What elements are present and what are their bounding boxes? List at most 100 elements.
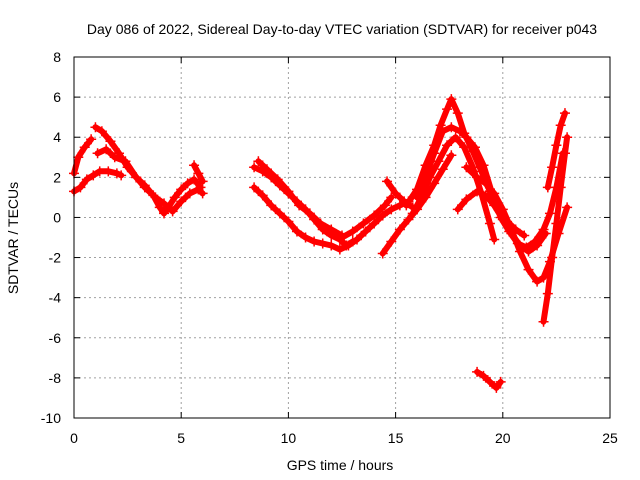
data-point-marker	[495, 376, 506, 387]
data-point-marker	[478, 370, 489, 381]
y-tick-label: 0	[53, 209, 61, 225]
data-point-marker	[446, 122, 457, 133]
data-point-marker	[491, 382, 502, 393]
data-point-marker	[547, 162, 558, 173]
data-point-marker	[352, 234, 363, 245]
data-point-marker	[559, 108, 570, 119]
series-line	[71, 136, 95, 177]
data-point-marker	[326, 224, 337, 235]
data-point-marker	[88, 170, 99, 181]
x-tick-label: 0	[70, 430, 78, 446]
data-point-marker	[506, 228, 517, 239]
data-point-marker	[386, 236, 397, 247]
data-point-marker	[446, 150, 457, 161]
y-tick-label: -6	[49, 330, 62, 346]
data-point-marker	[249, 182, 260, 193]
series-arc-19	[472, 366, 506, 393]
data-point-marker	[131, 172, 142, 183]
data-point-marker	[472, 172, 483, 183]
data-point-marker	[433, 156, 444, 167]
data-point-marker	[442, 140, 453, 151]
data-point-marker	[538, 316, 549, 327]
data-point-marker	[459, 142, 470, 153]
data-point-marker	[73, 152, 84, 163]
data-point-marker	[347, 226, 358, 237]
series-arc-4	[92, 144, 208, 217]
data-point-marker	[469, 142, 480, 153]
data-point-marker	[96, 126, 107, 137]
data-point-marker	[377, 248, 388, 259]
data-point-marker	[544, 208, 555, 219]
x-tick-label: 10	[281, 430, 297, 446]
y-tick-label: -4	[49, 290, 62, 306]
data-point-marker	[437, 126, 448, 137]
data-point-marker	[547, 252, 558, 263]
data-point-marker	[437, 164, 448, 175]
data-point-marker	[283, 186, 294, 197]
data-point-marker	[514, 240, 525, 251]
data-point-marker	[337, 232, 347, 243]
data-point-marker	[540, 228, 551, 239]
data-point-marker	[542, 182, 553, 193]
y-tick-label: 4	[53, 129, 61, 145]
data-point-marker	[326, 240, 337, 251]
data-point-marker	[317, 238, 328, 249]
data-point-marker	[120, 156, 131, 167]
data-point-marker	[532, 276, 543, 287]
data-point-marker	[429, 178, 440, 189]
data-point-marker	[150, 192, 161, 203]
data-point-marker	[266, 200, 277, 211]
data-point-marker	[79, 142, 90, 153]
data-point-marker	[472, 186, 483, 197]
data-point-marker	[386, 204, 397, 215]
x-tick-label: 15	[388, 430, 404, 446]
data-point-marker	[261, 164, 272, 175]
data-point-marker	[452, 204, 463, 215]
series-arc-16	[452, 186, 551, 257]
y-tick-label: 8	[53, 49, 61, 65]
data-point-marker	[304, 208, 315, 219]
y-tick-label: -2	[49, 250, 62, 266]
x-tick-label: 5	[177, 430, 185, 446]
x-tick-label: 20	[495, 430, 511, 446]
data-point-marker	[75, 182, 86, 193]
chart-title: Day 086 of 2022, Sidereal Day-to-day VTE…	[87, 21, 597, 37]
data-point-marker	[103, 166, 114, 177]
data-point-marker	[189, 174, 200, 185]
y-tick-label: 6	[53, 89, 61, 105]
data-point-marker	[542, 288, 553, 299]
data-point-marker	[197, 176, 208, 187]
y-axis-label: SDTVAR / TECUs	[5, 182, 21, 294]
data-points	[69, 94, 573, 393]
data-point-marker	[86, 134, 97, 145]
data-point-marker	[497, 214, 508, 225]
data-point-marker	[291, 226, 302, 237]
data-point-marker	[489, 188, 500, 199]
data-point-marker	[253, 156, 264, 167]
data-point-marker	[360, 226, 371, 237]
data-point-marker	[523, 246, 534, 257]
x-tick-label: 25	[602, 430, 618, 446]
data-point-marker	[94, 166, 105, 177]
data-point-marker	[379, 200, 390, 211]
data-point-marker	[257, 190, 268, 201]
data-point-marker	[390, 188, 401, 199]
data-point-marker	[377, 210, 388, 221]
data-point-marker	[461, 162, 472, 173]
data-point-marker	[551, 140, 562, 151]
data-point-marker	[555, 120, 566, 131]
data-point-marker	[369, 210, 380, 221]
series-arc-18	[542, 108, 570, 193]
series-arc-9	[337, 192, 397, 243]
data-point-marker	[454, 126, 465, 137]
y-tick-label: -8	[49, 370, 62, 386]
data-point-marker	[555, 182, 566, 193]
data-point-marker	[424, 172, 435, 183]
data-point-marker	[446, 94, 457, 105]
data-point-marker	[382, 176, 393, 187]
data-point-marker	[523, 264, 534, 275]
data-point-marker	[116, 170, 127, 181]
data-point-marker	[401, 200, 412, 211]
data-point-marker	[480, 190, 491, 201]
